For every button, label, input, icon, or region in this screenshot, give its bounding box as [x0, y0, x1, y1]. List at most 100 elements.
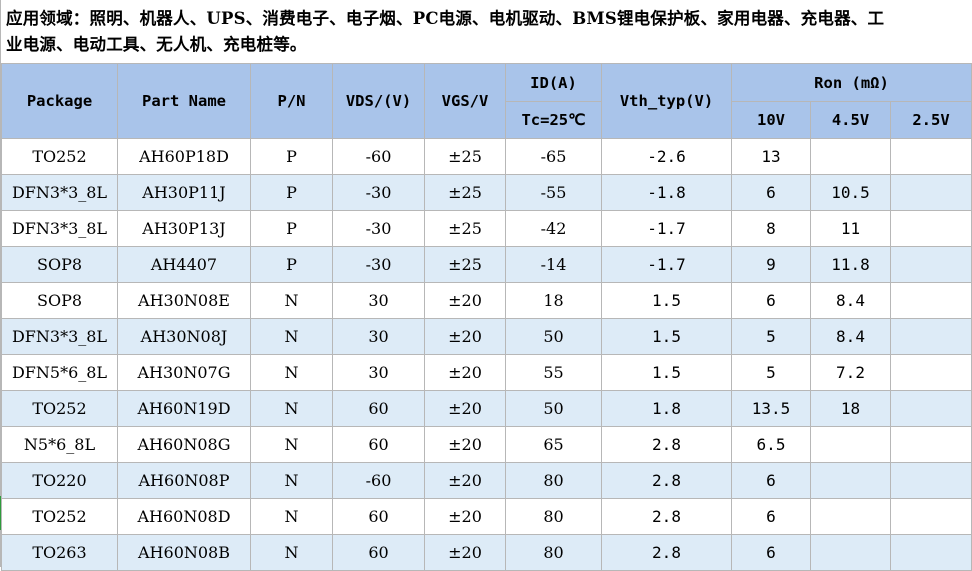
cell-ron-2-5v[interactable]: [890, 390, 972, 427]
cell-vth[interactable]: -1.7: [601, 246, 732, 283]
cell-vgs[interactable]: ±20: [424, 426, 506, 463]
cell-ron-10v[interactable]: 13.5: [731, 390, 811, 427]
cell-vgs[interactable]: ±20: [424, 462, 506, 499]
cell-ron-2-5v[interactable]: [890, 138, 972, 175]
cell-part-name[interactable]: AH30N08E: [117, 282, 251, 319]
cell-package[interactable]: TO252: [1, 498, 118, 535]
cell-part-name[interactable]: AH4407: [117, 246, 251, 283]
cell-vgs[interactable]: ±25: [424, 210, 506, 247]
cell-ron-4-5v[interactable]: 10.5: [810, 174, 891, 211]
cell-pn[interactable]: N: [250, 426, 333, 463]
cell-package[interactable]: DFN3*3_8L: [1, 318, 118, 355]
cell-id[interactable]: 50: [505, 390, 602, 427]
cell-pn[interactable]: N: [250, 534, 333, 571]
cell-ron-4-5v[interactable]: [810, 138, 891, 175]
cell-vgs[interactable]: ±25: [424, 138, 506, 175]
cell-pn[interactable]: N: [250, 318, 333, 355]
cell-ron-4-5v[interactable]: 11.8: [810, 246, 891, 283]
cell-ron-10v[interactable]: 13: [731, 138, 811, 175]
cell-vth[interactable]: 2.8: [601, 534, 732, 571]
cell-ron-10v[interactable]: 6.5: [731, 426, 811, 463]
cell-id[interactable]: 65: [505, 426, 602, 463]
cell-ron-10v[interactable]: 8: [731, 210, 811, 247]
cell-ron-2-5v[interactable]: [890, 462, 972, 499]
cell-part-name[interactable]: AH60P18D: [117, 138, 251, 175]
cell-pn[interactable]: N: [250, 462, 333, 499]
cell-ron-2-5v[interactable]: [890, 426, 972, 463]
cell-package[interactable]: SOP8: [1, 246, 118, 283]
cell-vth[interactable]: 1.8: [601, 390, 732, 427]
cell-ron-4-5v[interactable]: [810, 534, 891, 571]
cell-id[interactable]: -55: [505, 174, 602, 211]
cell-ron-4-5v[interactable]: [810, 498, 891, 535]
cell-ron-10v[interactable]: 5: [731, 354, 811, 391]
cell-package[interactable]: TO252: [1, 138, 118, 175]
cell-package[interactable]: N5*6_8L: [1, 426, 118, 463]
cell-vgs[interactable]: ±25: [424, 174, 506, 211]
cell-id[interactable]: 80: [505, 498, 602, 535]
cell-vth[interactable]: -1.7: [601, 210, 732, 247]
cell-id[interactable]: 80: [505, 462, 602, 499]
cell-ron-2-5v[interactable]: [890, 282, 972, 319]
cell-id[interactable]: 50: [505, 318, 602, 355]
cell-part-name[interactable]: AH60N08P: [117, 462, 251, 499]
cell-pn[interactable]: N: [250, 498, 333, 535]
cell-vgs[interactable]: ±20: [424, 282, 506, 319]
cell-id[interactable]: 18: [505, 282, 602, 319]
cell-ron-2-5v[interactable]: [890, 210, 972, 247]
cell-id[interactable]: -65: [505, 138, 602, 175]
cell-vth[interactable]: -2.6: [601, 138, 732, 175]
cell-vds[interactable]: 30: [332, 354, 425, 391]
cell-vds[interactable]: 60: [332, 534, 425, 571]
cell-vth[interactable]: 2.8: [601, 462, 732, 499]
cell-ron-10v[interactable]: 6: [731, 282, 811, 319]
cell-vgs[interactable]: ±20: [424, 534, 506, 571]
cell-part-name[interactable]: AH30N07G: [117, 354, 251, 391]
cell-vgs[interactable]: ±25: [424, 246, 506, 283]
cell-id[interactable]: 55: [505, 354, 602, 391]
cell-part-name[interactable]: AH30N08J: [117, 318, 251, 355]
cell-vds[interactable]: 30: [332, 318, 425, 355]
cell-part-name[interactable]: AH60N19D: [117, 390, 251, 427]
cell-vds[interactable]: -30: [332, 174, 425, 211]
cell-vth[interactable]: 2.8: [601, 498, 732, 535]
cell-ron-10v[interactable]: 5: [731, 318, 811, 355]
cell-vds[interactable]: -60: [332, 138, 425, 175]
cell-ron-2-5v[interactable]: [890, 534, 972, 571]
cell-part-name[interactable]: AH30P13J: [117, 210, 251, 247]
cell-pn[interactable]: P: [250, 138, 333, 175]
cell-vds[interactable]: 60: [332, 426, 425, 463]
cell-id[interactable]: 80: [505, 534, 602, 571]
cell-ron-10v[interactable]: 9: [731, 246, 811, 283]
cell-ron-4-5v[interactable]: 11: [810, 210, 891, 247]
cell-vgs[interactable]: ±20: [424, 318, 506, 355]
cell-vds[interactable]: 60: [332, 498, 425, 535]
cell-pn[interactable]: P: [250, 246, 333, 283]
cell-vds[interactable]: 30: [332, 282, 425, 319]
cell-part-name[interactable]: AH60N08G: [117, 426, 251, 463]
cell-ron-4-5v[interactable]: 8.4: [810, 282, 891, 319]
cell-ron-4-5v[interactable]: 8.4: [810, 318, 891, 355]
cell-vth[interactable]: -1.8: [601, 174, 732, 211]
cell-vds[interactable]: -30: [332, 246, 425, 283]
cell-pn[interactable]: N: [250, 390, 333, 427]
cell-package[interactable]: DFN3*3_8L: [1, 174, 118, 211]
cell-id[interactable]: -14: [505, 246, 602, 283]
cell-ron-4-5v[interactable]: [810, 426, 891, 463]
cell-part-name[interactable]: AH60N08B: [117, 534, 251, 571]
cell-pn[interactable]: P: [250, 174, 333, 211]
cell-ron-4-5v[interactable]: 7.2: [810, 354, 891, 391]
cell-vds[interactable]: -30: [332, 210, 425, 247]
cell-ron-10v[interactable]: 6: [731, 462, 811, 499]
cell-ron-2-5v[interactable]: [890, 498, 972, 535]
cell-vgs[interactable]: ±20: [424, 354, 506, 391]
cell-id[interactable]: -42: [505, 210, 602, 247]
cell-part-name[interactable]: AH30P11J: [117, 174, 251, 211]
cell-vth[interactable]: 1.5: [601, 354, 732, 391]
cell-pn[interactable]: P: [250, 210, 333, 247]
cell-ron-2-5v[interactable]: [890, 174, 972, 211]
cell-vgs[interactable]: ±20: [424, 498, 506, 535]
cell-package[interactable]: DFN5*6_8L: [1, 354, 118, 391]
cell-package[interactable]: SOP8: [1, 282, 118, 319]
cell-package[interactable]: TO220: [1, 462, 118, 499]
